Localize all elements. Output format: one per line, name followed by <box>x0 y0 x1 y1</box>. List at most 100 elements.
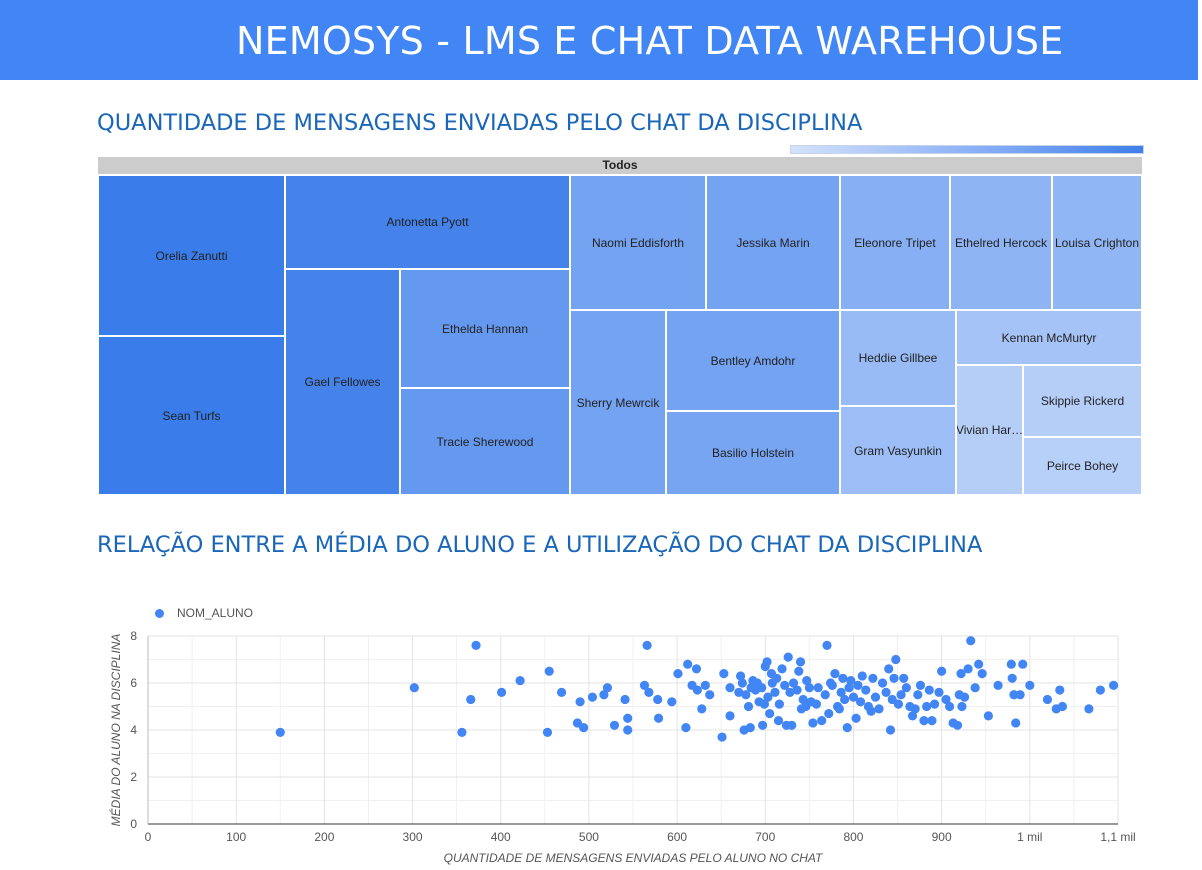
scatter-point <box>787 720 797 730</box>
scatter-point <box>774 699 784 709</box>
scatter-point <box>587 692 598 702</box>
scatter-point <box>609 720 620 730</box>
scatter-point <box>974 659 984 669</box>
scatter-point <box>907 711 918 721</box>
scatter-point <box>820 690 830 700</box>
scatter-point <box>848 692 859 702</box>
scatter-point <box>811 699 822 709</box>
scatter-point <box>834 704 844 714</box>
scatter-point <box>966 636 976 646</box>
scatter-point <box>1015 690 1025 700</box>
scatter-point <box>556 687 567 698</box>
scatter-point <box>901 683 911 693</box>
scatter-point <box>924 685 934 695</box>
scatter-point <box>788 678 799 688</box>
scatter-point <box>899 673 909 683</box>
scatter-point <box>1084 704 1094 714</box>
scatter-point <box>758 720 768 730</box>
scatter-point <box>983 711 993 721</box>
x-axis-title: QUANTIDADE DE MENSAGENS ENVIADAS PELO AL… <box>444 851 824 865</box>
scatter-point <box>681 723 691 733</box>
scatter-point <box>725 711 735 721</box>
scatter-point <box>777 664 787 674</box>
scatter-point <box>620 694 630 705</box>
scatter-point <box>737 678 747 688</box>
x-tick-label: 1,1 mil <box>1100 830 1135 844</box>
scatter-section-title: RELAÇÃO ENTRE A MÉDIA DO ALUNO E A UTILI… <box>97 532 983 558</box>
treemap-root-header[interactable]: Todos <box>98 157 1142 174</box>
scatter-point <box>725 683 735 693</box>
scatter-point <box>741 690 751 700</box>
scatter-point <box>623 725 633 735</box>
scatter-point <box>944 701 955 712</box>
scatter-point <box>599 690 609 700</box>
scatter-point <box>770 687 780 698</box>
scatter-point <box>762 657 772 667</box>
scatter-point <box>759 699 769 709</box>
scatter-point <box>683 659 693 669</box>
scatter-point <box>846 676 856 686</box>
scatter-point <box>868 673 878 683</box>
scatter-point <box>885 725 896 735</box>
x-tick-label: 300 <box>403 830 423 844</box>
scatter-point <box>542 727 553 737</box>
scatter-point <box>644 687 654 698</box>
scatter-point <box>855 697 866 707</box>
scatter-point <box>970 683 980 693</box>
scatter-point <box>639 680 650 690</box>
scatter-point <box>857 671 867 681</box>
scatter-point <box>792 685 802 695</box>
scatter-point <box>653 713 664 723</box>
scatter-point <box>844 683 854 693</box>
scatter-point <box>802 676 812 686</box>
scatter-point <box>977 669 987 679</box>
scatter-point <box>745 723 755 733</box>
scatter-point <box>692 685 702 695</box>
scatter-point <box>602 683 613 693</box>
scatter-point <box>840 694 850 705</box>
scatter-point <box>830 669 840 679</box>
scatter-point <box>734 687 744 698</box>
scatter-point <box>700 680 710 690</box>
scatter-point <box>929 699 940 709</box>
scatter-point <box>934 687 944 698</box>
scatter-point <box>1057 701 1068 712</box>
scatter-point <box>927 716 937 726</box>
scatter-point <box>1018 659 1028 669</box>
treemap-section-title: QUANTIDADE DE MENSAGENS ENVIADAS PELO CH… <box>97 110 863 136</box>
scatter-point <box>794 666 804 676</box>
y-tick-label: 6 <box>130 676 137 690</box>
scatter-point <box>697 704 707 714</box>
scatter-point <box>544 666 554 676</box>
scatter-point <box>915 680 926 690</box>
scatter-point <box>1095 685 1105 695</box>
scatter-legend[interactable]: NOM_ALUNO <box>155 606 253 620</box>
scatter-point <box>780 680 790 690</box>
scatter-point <box>275 727 285 737</box>
scatter-point <box>471 640 481 651</box>
scatter-point <box>889 673 899 683</box>
y-tick-label: 0 <box>130 817 137 831</box>
scatter-point <box>653 694 663 705</box>
scatter-point <box>851 713 861 723</box>
scatter-point <box>579 723 589 733</box>
scatter-point <box>881 687 891 698</box>
scatter-point <box>952 720 963 730</box>
scatter-point <box>884 664 894 674</box>
scatter-point <box>717 732 727 742</box>
scatter-point <box>836 687 846 698</box>
scatter-point <box>937 666 947 676</box>
scatter-point <box>735 671 746 681</box>
scatter-point <box>765 708 775 719</box>
scatter-point <box>772 673 782 683</box>
scatter-point <box>838 673 848 683</box>
app-header: NEMOSYS - LMS E CHAT DATA WAREHOUSE <box>0 0 1198 80</box>
x-tick-label: 600 <box>667 830 687 844</box>
x-tick-label: 1 mil <box>1017 830 1042 844</box>
scatter-point <box>575 697 585 707</box>
scatter-point <box>1011 718 1021 728</box>
scatter-point <box>1108 680 1119 690</box>
x-tick-label: 0 <box>145 830 152 844</box>
scatter-point <box>874 704 884 714</box>
